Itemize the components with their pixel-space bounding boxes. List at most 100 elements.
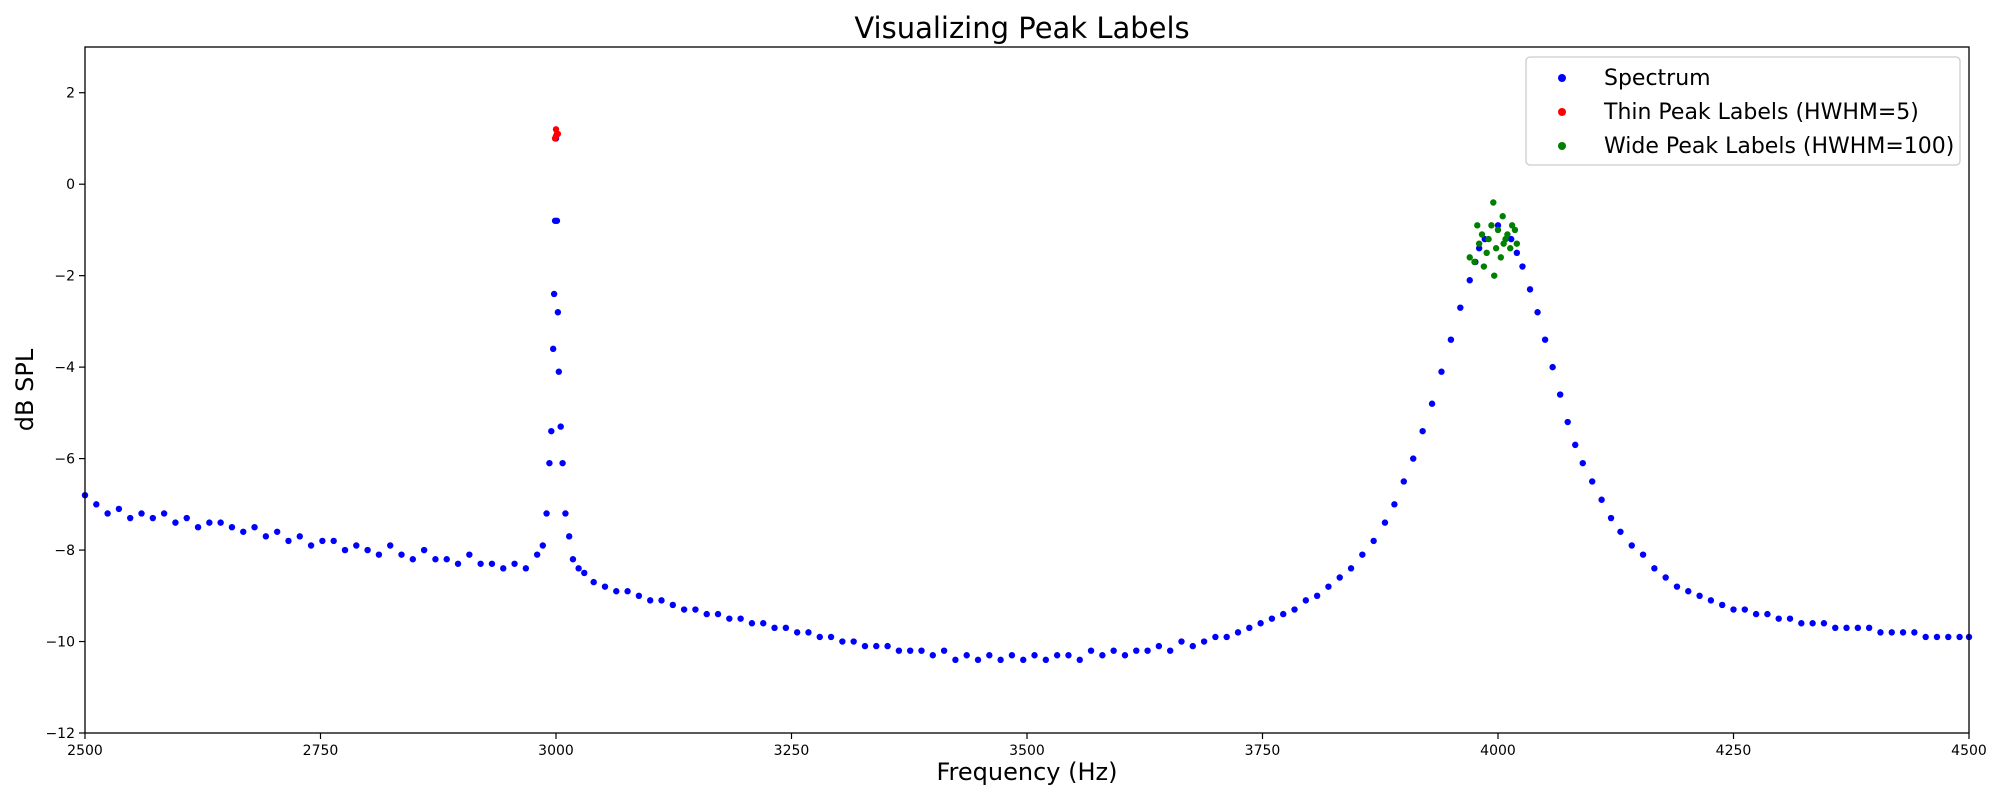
data-point [1381,519,1389,526]
y-axis-label: dB SPL [11,348,39,431]
data-point [1475,245,1483,252]
data-point [940,647,948,654]
data-point [93,501,100,508]
data-point [1617,528,1624,535]
data-point [1391,501,1398,508]
data-point [1200,638,1208,645]
x-tick-label: 4500 [1951,743,1987,759]
data-point [1280,610,1287,618]
data-point [194,524,202,531]
data-point [273,528,281,535]
data-point [613,588,620,595]
data-point [1933,633,1941,641]
data-point [1155,642,1163,650]
y-tick-label: 0 [66,177,75,193]
data-point [1865,624,1873,632]
data-point [1494,222,1502,229]
data-point [1541,336,1549,343]
data-point [726,615,733,622]
data-point [669,601,677,609]
data-point [1786,615,1794,622]
data-point [285,537,292,545]
y-tick-label: −2 [54,269,75,285]
x-tick-label: 3250 [774,743,810,759]
data-point [454,560,462,567]
data-point [1268,615,1276,622]
series-0 [81,135,1973,664]
data-point [466,551,473,558]
data-point [1500,240,1507,247]
data-point [737,615,744,622]
data-point [873,642,880,650]
data-point [1370,537,1377,545]
y-tick-label: −4 [54,360,75,376]
data-point [1639,551,1647,558]
data-point [1419,427,1426,435]
data-point [1507,235,1515,243]
data-point [138,510,145,517]
data-point [1302,597,1310,604]
data-point [488,560,496,567]
data-point [364,546,371,554]
data-point [543,510,550,517]
data-point [1519,263,1526,270]
data-point [149,514,157,522]
data-point [861,642,869,650]
data-point [1008,652,1016,659]
y-tick-label: −10 [45,635,75,651]
data-point [1877,629,1884,636]
data-point [1707,597,1715,604]
data-point [1899,629,1907,636]
data-point [1549,363,1556,371]
legend-label: Thin Peak Labels (HWHM=5) [1603,100,1919,125]
data-point [1483,249,1490,256]
data-point [1534,309,1541,316]
data-point [353,542,360,549]
data-point [1178,638,1185,645]
data-point [816,633,823,641]
data-point [420,546,428,554]
data-point [500,565,507,572]
data-point [1572,441,1579,449]
data-point [240,528,247,535]
data-point [714,610,722,618]
data-point [330,537,337,545]
data-point [1065,652,1072,659]
data-point [559,459,566,467]
data-point [986,652,993,659]
data-point [1475,240,1483,247]
y-tick-label: −6 [54,452,75,468]
data-point [160,510,168,517]
data-point [1685,588,1692,595]
data-point [477,560,484,567]
data-point [1497,254,1505,261]
data-point [539,542,547,549]
data-point [748,620,756,627]
legend-marker [1558,108,1566,116]
legend-marker [1558,142,1566,150]
data-point [1673,583,1681,590]
legend-marker [1558,74,1566,82]
data-point [601,583,609,590]
data-point [1798,620,1805,627]
data-point [1607,514,1615,522]
data-point [1474,222,1481,229]
data-point [1144,647,1151,654]
plot-area [81,126,1973,664]
data-point [624,588,631,595]
data-point [1488,222,1495,229]
x-axis-label: Frequency (Hz) [937,758,1118,786]
data-point [1499,213,1506,220]
legend-label: Spectrum [1604,66,1711,91]
data-point [963,652,970,659]
data-point [895,647,903,654]
data-point [533,551,541,558]
data-point [590,578,597,586]
data-point [1457,304,1464,311]
data-point [432,556,439,563]
data-point [296,533,303,540]
data-point [1820,620,1828,627]
data-point [1556,391,1564,398]
data-point [183,514,190,522]
data-point [1076,656,1083,664]
